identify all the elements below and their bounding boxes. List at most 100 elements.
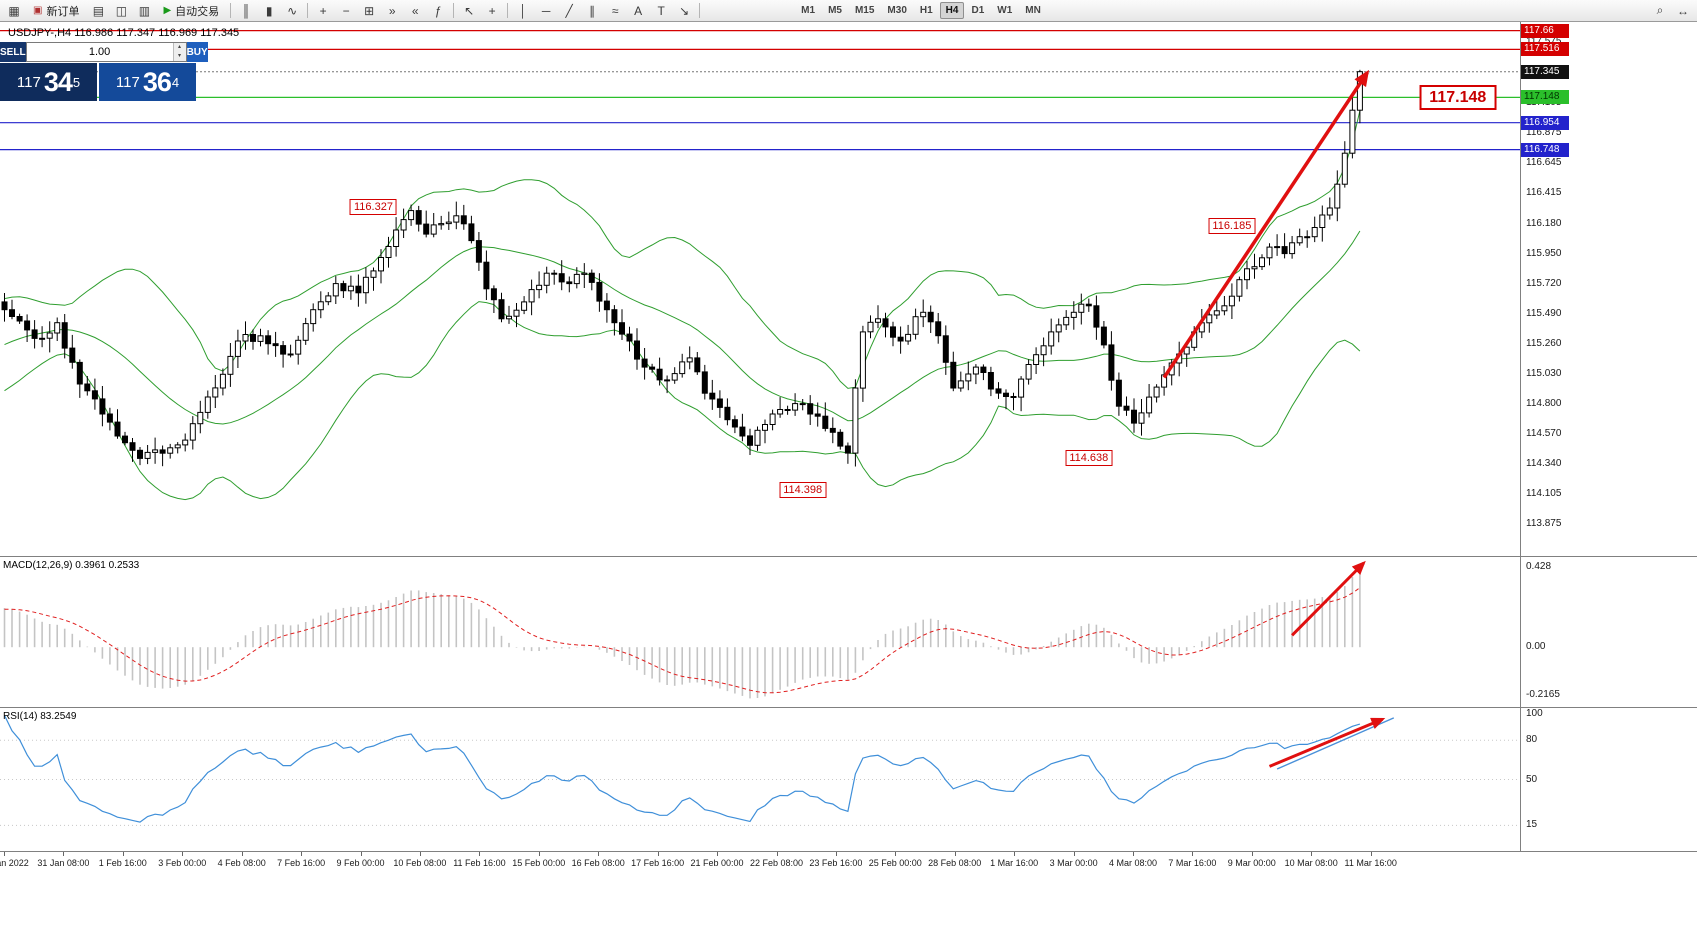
buy-button[interactable]: BUY — [186, 42, 208, 62]
time-tick — [1073, 852, 1075, 856]
timeframe-w1-button[interactable]: W1 — [997, 5, 1013, 16]
price-chart[interactable] — [0, 22, 1520, 556]
price-axis-label: 116.875 — [1526, 127, 1562, 138]
auto-trading-button-label: 自动交易 — [175, 5, 220, 18]
text-label-icon[interactable]: T — [650, 1, 672, 21]
new-chart-icon[interactable]: ▦ — [3, 1, 25, 21]
trendline-icon[interactable]: ╱ — [558, 1, 580, 21]
price-axis-label: 117.575 — [1526, 35, 1562, 47]
sell-button[interactable]: SELL — [0, 42, 26, 62]
equidistant-channel-icon: ∥ — [589, 3, 596, 18]
toolbar-separator — [699, 3, 701, 18]
macd-axis — [1520, 557, 1696, 707]
timeframe-m30-button[interactable]: M30 — [887, 5, 907, 16]
zoom-in-icon[interactable]: + — [312, 1, 334, 21]
chart-profile-icon[interactable]: ▤ — [87, 1, 109, 21]
price-axis-label: 114.800 — [1526, 397, 1562, 409]
volume-input[interactable] — [26, 43, 173, 61]
time-tick — [360, 852, 362, 856]
auto-trading-button[interactable]: ▶ 自动交易 — [156, 1, 226, 21]
timeframe-h1-button[interactable]: H1 — [919, 5, 933, 16]
time-tick — [1133, 852, 1134, 856]
time-tick — [1251, 852, 1253, 856]
chart-shift-icon: « — [411, 3, 419, 18]
price-axis-label: 115.260 — [1526, 337, 1562, 349]
symbol-ohlc-header: USDJPY-,H4 116.986 117.347 116.969 117.3… — [8, 27, 240, 39]
time-axis-label: 7 Feb 16:00 — [277, 858, 326, 868]
market-watch-icon[interactable]: ◫ — [110, 1, 132, 21]
toolbar-separator — [507, 3, 509, 18]
rsi-axis-label: 50 — [1526, 773, 1538, 785]
rsi-axis — [1520, 708, 1696, 851]
cursor-icon[interactable]: ↖ — [458, 1, 480, 21]
time-axis-label: 28 Jan 2022 — [0, 858, 29, 868]
auto-scroll-icon[interactable]: » — [381, 1, 403, 21]
rsi-trend-arrow — [1268, 717, 1386, 768]
macd-chart[interactable] — [0, 557, 1520, 707]
crosshair-icon[interactable]: + — [481, 1, 503, 21]
time-tick — [717, 852, 718, 856]
price-axis — [1520, 22, 1696, 556]
time-tick — [1192, 852, 1194, 856]
candlestick-chart-icon[interactable]: ▮ — [258, 1, 280, 21]
search-icon: ⌕ — [1656, 3, 1664, 17]
line-chart-icon[interactable]: ∿ — [281, 1, 303, 21]
new-order-button[interactable]: ▣ 新订单 — [26, 1, 86, 21]
time-tick — [895, 852, 897, 856]
macd-trend-arrow — [1291, 560, 1366, 637]
macd-axis-label: -0.2165 — [1526, 689, 1560, 700]
volume-up-button[interactable]: ▴ — [173, 43, 186, 52]
cursor-icon: ↖ — [464, 3, 475, 18]
macd-panel[interactable]: MACD(12,26,9) 0.3961 0.2533 0.428 0.00 -0.… — [0, 557, 1697, 708]
fibonacci-icon[interactable]: ≈ — [604, 1, 626, 21]
time-axis-label: 11 Mar 16:00 — [1344, 858, 1397, 868]
time-axis-label: 16 Feb 08:00 — [571, 858, 625, 868]
price-axis-label: 115.490 — [1526, 307, 1562, 319]
timeframe-h4-button[interactable]: H4 — [939, 2, 965, 19]
search-icon[interactable]: ⌕ — [1649, 1, 1671, 21]
timeframe-m1-button[interactable]: M1 — [801, 5, 816, 16]
toolbar: ▦ ▣ 新订单 ▤ ◫ ▥ ▶ 自动交易 ║ ▮ ∿ + − ⊞» «ƒ ↖ + │ ─ ╱ ∥ ≈ A T ↘ M1 M5 M15 M… — [0, 0, 1697, 22]
ask-price[interactable]: 117 36 4 — [99, 63, 196, 101]
timeframe-d1-button[interactable]: D1 — [971, 5, 985, 16]
main-chart-panel[interactable]: USDJPY-,H4 116.986 117.347 116.969 117.3… — [0, 22, 1697, 557]
macd-axis-label: 0.428 — [1526, 561, 1552, 572]
chart-shift-icon[interactable]: « — [404, 1, 426, 21]
time-axis-label: 28 Feb 08:00 — [928, 858, 982, 868]
rsi-axis-label: 100 — [1526, 708, 1543, 719]
pan-icon[interactable]: ↔ — [1672, 1, 1694, 21]
arrows-icon: ↘ — [679, 3, 690, 18]
horizontal-line-icon[interactable]: ─ — [535, 1, 557, 21]
price-callout: 116.185 — [1208, 218, 1256, 235]
candlestick-series — [1, 69, 1363, 467]
equidistant-channel-icon[interactable]: ∥ — [581, 1, 603, 21]
zoom-out-icon[interactable]: − — [335, 1, 357, 21]
text-icon[interactable]: A — [627, 1, 649, 21]
time-axis-label: 4 Mar 08:00 — [1108, 858, 1158, 868]
time-axis-label: 17 Feb 16:00 — [631, 858, 685, 868]
volume-down-button[interactable]: ▾ — [173, 52, 186, 61]
macd-histogram — [3, 566, 1361, 699]
bid-price[interactable]: 117 34 5 — [0, 63, 97, 101]
rsi-chart[interactable] — [0, 708, 1520, 851]
ask-price-main: 117 — [115, 73, 140, 91]
horizontal-line-icon: ─ — [541, 3, 551, 18]
time-tick — [1014, 852, 1016, 856]
price-axis-label: 114.340 — [1526, 457, 1562, 469]
time-axis-label: 23 Feb 16:00 — [809, 858, 863, 868]
time-tick — [122, 852, 124, 856]
arrows-icon[interactable]: ↘ — [673, 1, 695, 21]
timeframe-m5-button[interactable]: M5 — [828, 5, 842, 16]
timeframe-mn-button[interactable]: MN — [1025, 5, 1041, 16]
tile-windows-icon[interactable]: ⊞ — [358, 1, 380, 21]
vertical-line-icon[interactable]: │ — [512, 1, 534, 21]
bid-price-main: 117 — [16, 73, 41, 91]
bar-chart-icon[interactable]: ║ — [235, 1, 257, 21]
trendline-icon: ╱ — [565, 3, 573, 18]
indicators-icon[interactable]: ƒ — [427, 1, 449, 21]
data-window-icon[interactable]: ▥ — [133, 1, 155, 21]
timeframe-m15-button[interactable]: M15 — [854, 5, 875, 16]
rsi-panel[interactable]: RSI(14) 83.2549 100 80 50 15 — [0, 708, 1697, 852]
vertical-line-icon: │ — [519, 3, 527, 18]
